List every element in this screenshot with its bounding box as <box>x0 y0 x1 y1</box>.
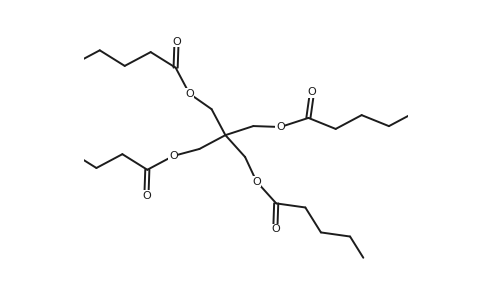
Text: O: O <box>185 89 194 99</box>
Text: O: O <box>308 87 316 97</box>
Text: O: O <box>276 122 285 132</box>
Text: O: O <box>169 151 178 161</box>
Text: O: O <box>271 224 279 234</box>
Text: O: O <box>172 37 181 47</box>
Text: O: O <box>252 176 261 186</box>
Text: O: O <box>142 191 151 201</box>
